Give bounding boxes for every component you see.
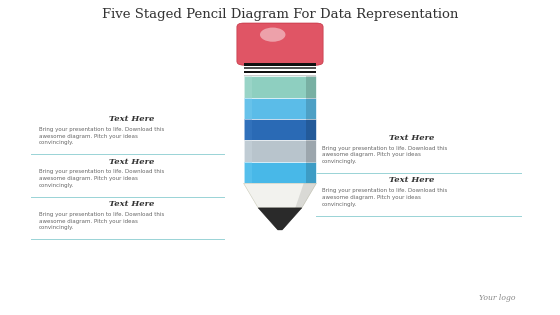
Text: Bring your presentation to life. Download this
awesome diagram. Pitch your ideas: Bring your presentation to life. Downloa… [39, 169, 165, 188]
Bar [306, 119, 316, 140]
Bar [244, 162, 316, 183]
Text: Text Here: Text Here [389, 176, 435, 184]
Bar [244, 63, 316, 66]
Text: Text Here: Text Here [389, 134, 435, 142]
Polygon shape [244, 183, 316, 208]
Bar [244, 67, 316, 69]
Bar [306, 76, 316, 98]
Polygon shape [295, 183, 316, 208]
Bar [306, 140, 316, 162]
Bar [244, 76, 251, 98]
Bar [306, 98, 316, 119]
Text: Bring your presentation to life. Download this
awesome diagram. Pitch your ideas: Bring your presentation to life. Downloa… [39, 127, 165, 145]
Bar [244, 119, 251, 140]
Ellipse shape [260, 28, 286, 42]
Bar [306, 162, 316, 183]
Bar [244, 162, 251, 183]
Bar [244, 140, 316, 162]
Polygon shape [258, 208, 302, 230]
Bar [244, 76, 316, 98]
Bar [244, 71, 316, 73]
Bar [244, 75, 316, 76]
Text: Text Here: Text Here [109, 158, 155, 165]
Bar [244, 140, 251, 162]
Text: Your logo: Your logo [479, 295, 515, 302]
Text: Bring your presentation to life. Download this
awesome diagram. Pitch your ideas: Bring your presentation to life. Downloa… [322, 188, 447, 207]
Text: Text Here: Text Here [109, 115, 155, 123]
Text: Text Here: Text Here [109, 200, 155, 208]
Bar [244, 119, 316, 140]
Text: Bring your presentation to life. Download this
awesome diagram. Pitch your ideas: Bring your presentation to life. Downloa… [39, 212, 165, 230]
Text: Five Staged Pencil Diagram For Data Representation: Five Staged Pencil Diagram For Data Repr… [102, 8, 458, 21]
Bar [244, 98, 316, 119]
Bar [244, 98, 251, 119]
FancyBboxPatch shape [237, 23, 323, 65]
Text: Bring your presentation to life. Download this
awesome diagram. Pitch your ideas: Bring your presentation to life. Downloa… [322, 146, 447, 164]
